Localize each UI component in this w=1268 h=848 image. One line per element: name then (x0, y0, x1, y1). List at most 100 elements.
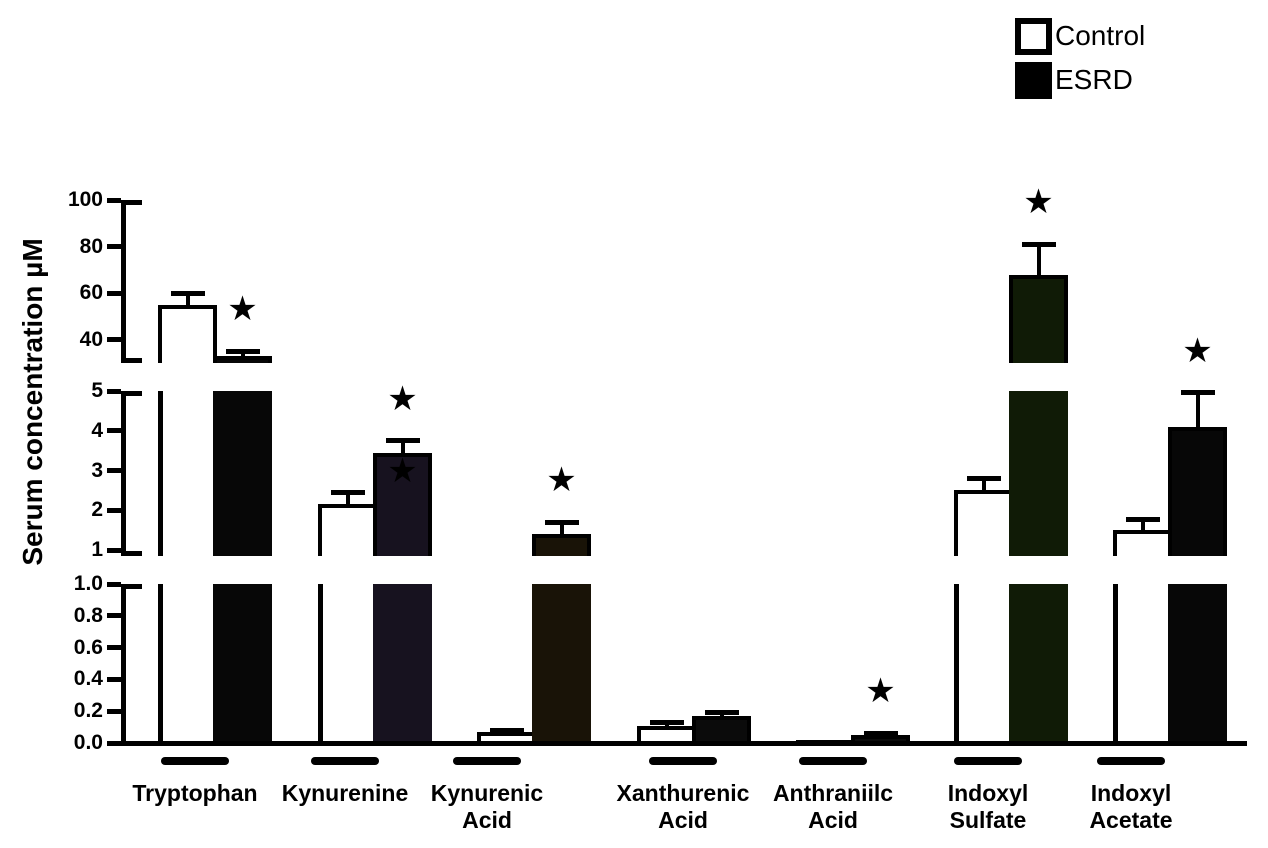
error-bar-stem (1036, 244, 1041, 275)
y-tick (107, 676, 121, 682)
y-axis-break-cap (121, 551, 142, 556)
bar-segment-esrd (373, 584, 432, 743)
y-tick (107, 581, 121, 587)
error-bar-cap (1125, 516, 1160, 522)
bar-control (318, 504, 377, 556)
category-label: Tryptophan (132, 780, 258, 806)
legend-swatch-esrd (1015, 61, 1052, 99)
y-axis-break-cap (121, 584, 142, 589)
error-bar-cap (544, 519, 579, 525)
bar-esrd (213, 356, 272, 363)
error-bar-stem (1140, 519, 1145, 531)
category-label: Kynurenic Acid (430, 780, 544, 833)
x-axis (121, 741, 1247, 746)
y-axis-break-cap (121, 391, 142, 396)
legend: Control ESRD (1015, 14, 1145, 102)
category-underline (954, 757, 1022, 765)
category-label: Xanthurenic Acid (616, 780, 750, 833)
error-bar-stem (981, 478, 986, 491)
significance-star: ★ (1182, 330, 1213, 371)
y-tick-label: 0.8 (73, 603, 103, 627)
bar-edge (318, 584, 323, 743)
legend-label-control: Control (1055, 20, 1146, 51)
error-bar-stem (185, 293, 190, 305)
y-tick-label: 0.4 (73, 667, 103, 691)
bar-edge (1113, 584, 1118, 743)
category-underline (311, 757, 379, 765)
bar-control (1113, 530, 1172, 556)
bar-control (954, 490, 1013, 556)
category-label: Indoxyl Sulfate (947, 780, 1029, 833)
y-tick (107, 547, 121, 553)
bar-esrd (1009, 274, 1068, 363)
legend-item-esrd: ESRD (1015, 58, 1145, 102)
bar-esrd (532, 534, 591, 556)
bar-esrd (373, 452, 432, 556)
category-underline (453, 757, 521, 765)
y-tick-label: 0.0 (73, 731, 103, 754)
y-tick-label: 0.2 (73, 699, 103, 723)
bar-edge (158, 584, 163, 743)
y-tick (107, 708, 121, 714)
bar-esrd (851, 735, 910, 743)
bar-edge (158, 391, 163, 556)
significance-star: ★ (1023, 182, 1054, 223)
legend-item-control: Control (1015, 14, 1145, 58)
y-tick (107, 468, 121, 474)
y-tick (107, 428, 121, 434)
y-tick-label: 0.6 (73, 635, 103, 659)
bar-segment-esrd (213, 391, 272, 556)
category-underline (161, 757, 229, 765)
significance-star: ★ (546, 460, 577, 501)
significance-star: ★ (387, 378, 418, 419)
y-axis-segment (121, 200, 126, 363)
bar-esrd (1168, 426, 1227, 556)
y-tick (107, 740, 121, 746)
category-label: Indoxyl Acetate (1089, 780, 1173, 833)
error-bar-cap (385, 438, 420, 444)
bar-segment-esrd (532, 584, 591, 743)
error-bar-cap (330, 489, 365, 495)
y-axis-break-cap (121, 358, 142, 363)
bar-segment-esrd (1009, 391, 1068, 556)
y-tick-label: 5 (91, 379, 103, 402)
category-label: Kynurenine (281, 780, 409, 806)
legend-label-esrd: ESRD (1055, 64, 1133, 95)
error-bar-cap (704, 710, 739, 716)
y-tick-label: 3 (91, 458, 103, 482)
y-tick-label: 1.0 (73, 572, 103, 595)
y-axis-break-cap (121, 200, 142, 205)
y-tick-label: 2 (91, 498, 103, 522)
error-bar-cap (649, 719, 684, 725)
y-tick-label: 40 (79, 327, 103, 351)
category-underline (1097, 757, 1165, 765)
y-axis-segment (121, 391, 126, 556)
bar-esrd (692, 715, 751, 743)
category-label: Anthraniilc Acid (772, 780, 894, 833)
y-tick (107, 290, 121, 296)
error-bar-stem (559, 522, 564, 535)
y-tick (107, 507, 121, 513)
y-tick-label: 1 (91, 538, 103, 562)
bar-segment-esrd (1168, 584, 1227, 743)
y-tick (107, 244, 121, 250)
error-bar-cap (1180, 390, 1215, 396)
bar-segment-esrd (213, 584, 272, 743)
legend-swatch-control (1015, 17, 1052, 55)
y-tick-label: 4 (91, 418, 103, 442)
bar-control (158, 304, 217, 363)
significance-star: ★ (865, 671, 896, 712)
error-bar-stem (1195, 392, 1200, 427)
error-bar-stem (345, 492, 350, 505)
y-tick (107, 388, 121, 394)
y-tick-label: 80 (79, 234, 103, 258)
error-bar-cap (170, 290, 205, 296)
error-bar-cap (225, 348, 260, 354)
y-tick-label: 60 (79, 281, 103, 305)
bar-segment-esrd (1009, 584, 1068, 743)
error-bar-stem (400, 440, 405, 453)
error-bar-cap (1021, 241, 1056, 247)
error-bar-cap (863, 730, 898, 736)
bar-edge (954, 584, 959, 743)
y-tick (107, 645, 121, 651)
